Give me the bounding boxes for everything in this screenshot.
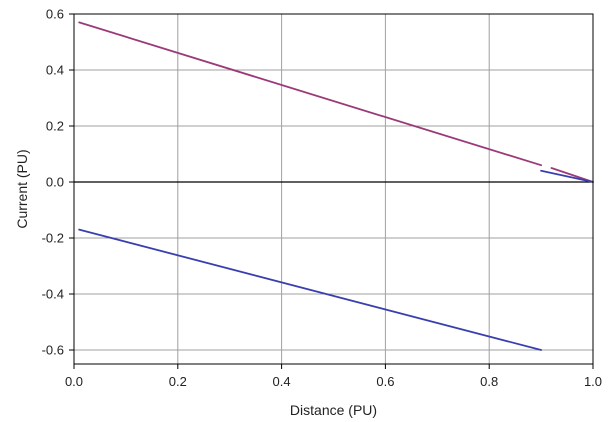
y-tick-label: -0.6 <box>42 343 64 358</box>
y-tick-label: 0.4 <box>46 63 64 78</box>
series-2 <box>78 169 594 351</box>
y-tick-label: 0.2 <box>46 119 64 134</box>
y-tick-labels: 0.6 0.4 0.2 0.0 -0.2 -0.4 -0.6 <box>42 7 64 358</box>
y-tick-label: 0.0 <box>46 175 64 190</box>
x-axis-label: Distance (PU) <box>290 402 377 418</box>
x-tick-label: 0.8 <box>480 374 498 389</box>
x-tick-label: 0.6 <box>376 374 394 389</box>
series-line <box>540 169 594 183</box>
x-tick-label: 0.2 <box>169 374 187 389</box>
x-tick-label: 1.0 <box>584 374 602 389</box>
y-tick-label: -0.2 <box>42 231 64 246</box>
plot-frame <box>73 13 594 365</box>
series-layer <box>78 21 594 351</box>
y-axis-label: Current (PU) <box>14 149 30 228</box>
x-tick-label: 0.4 <box>273 374 291 389</box>
series-line <box>78 21 542 167</box>
y-tick-label: -0.4 <box>42 287 64 302</box>
y-tick-label: 0.6 <box>46 7 64 22</box>
series-1 <box>78 21 594 183</box>
series-line <box>78 228 542 351</box>
x-tick-labels: 0.0 0.2 0.4 0.6 0.8 1.0 <box>65 374 602 389</box>
x-tick-label: 0.0 <box>65 374 83 389</box>
grid <box>69 13 594 369</box>
